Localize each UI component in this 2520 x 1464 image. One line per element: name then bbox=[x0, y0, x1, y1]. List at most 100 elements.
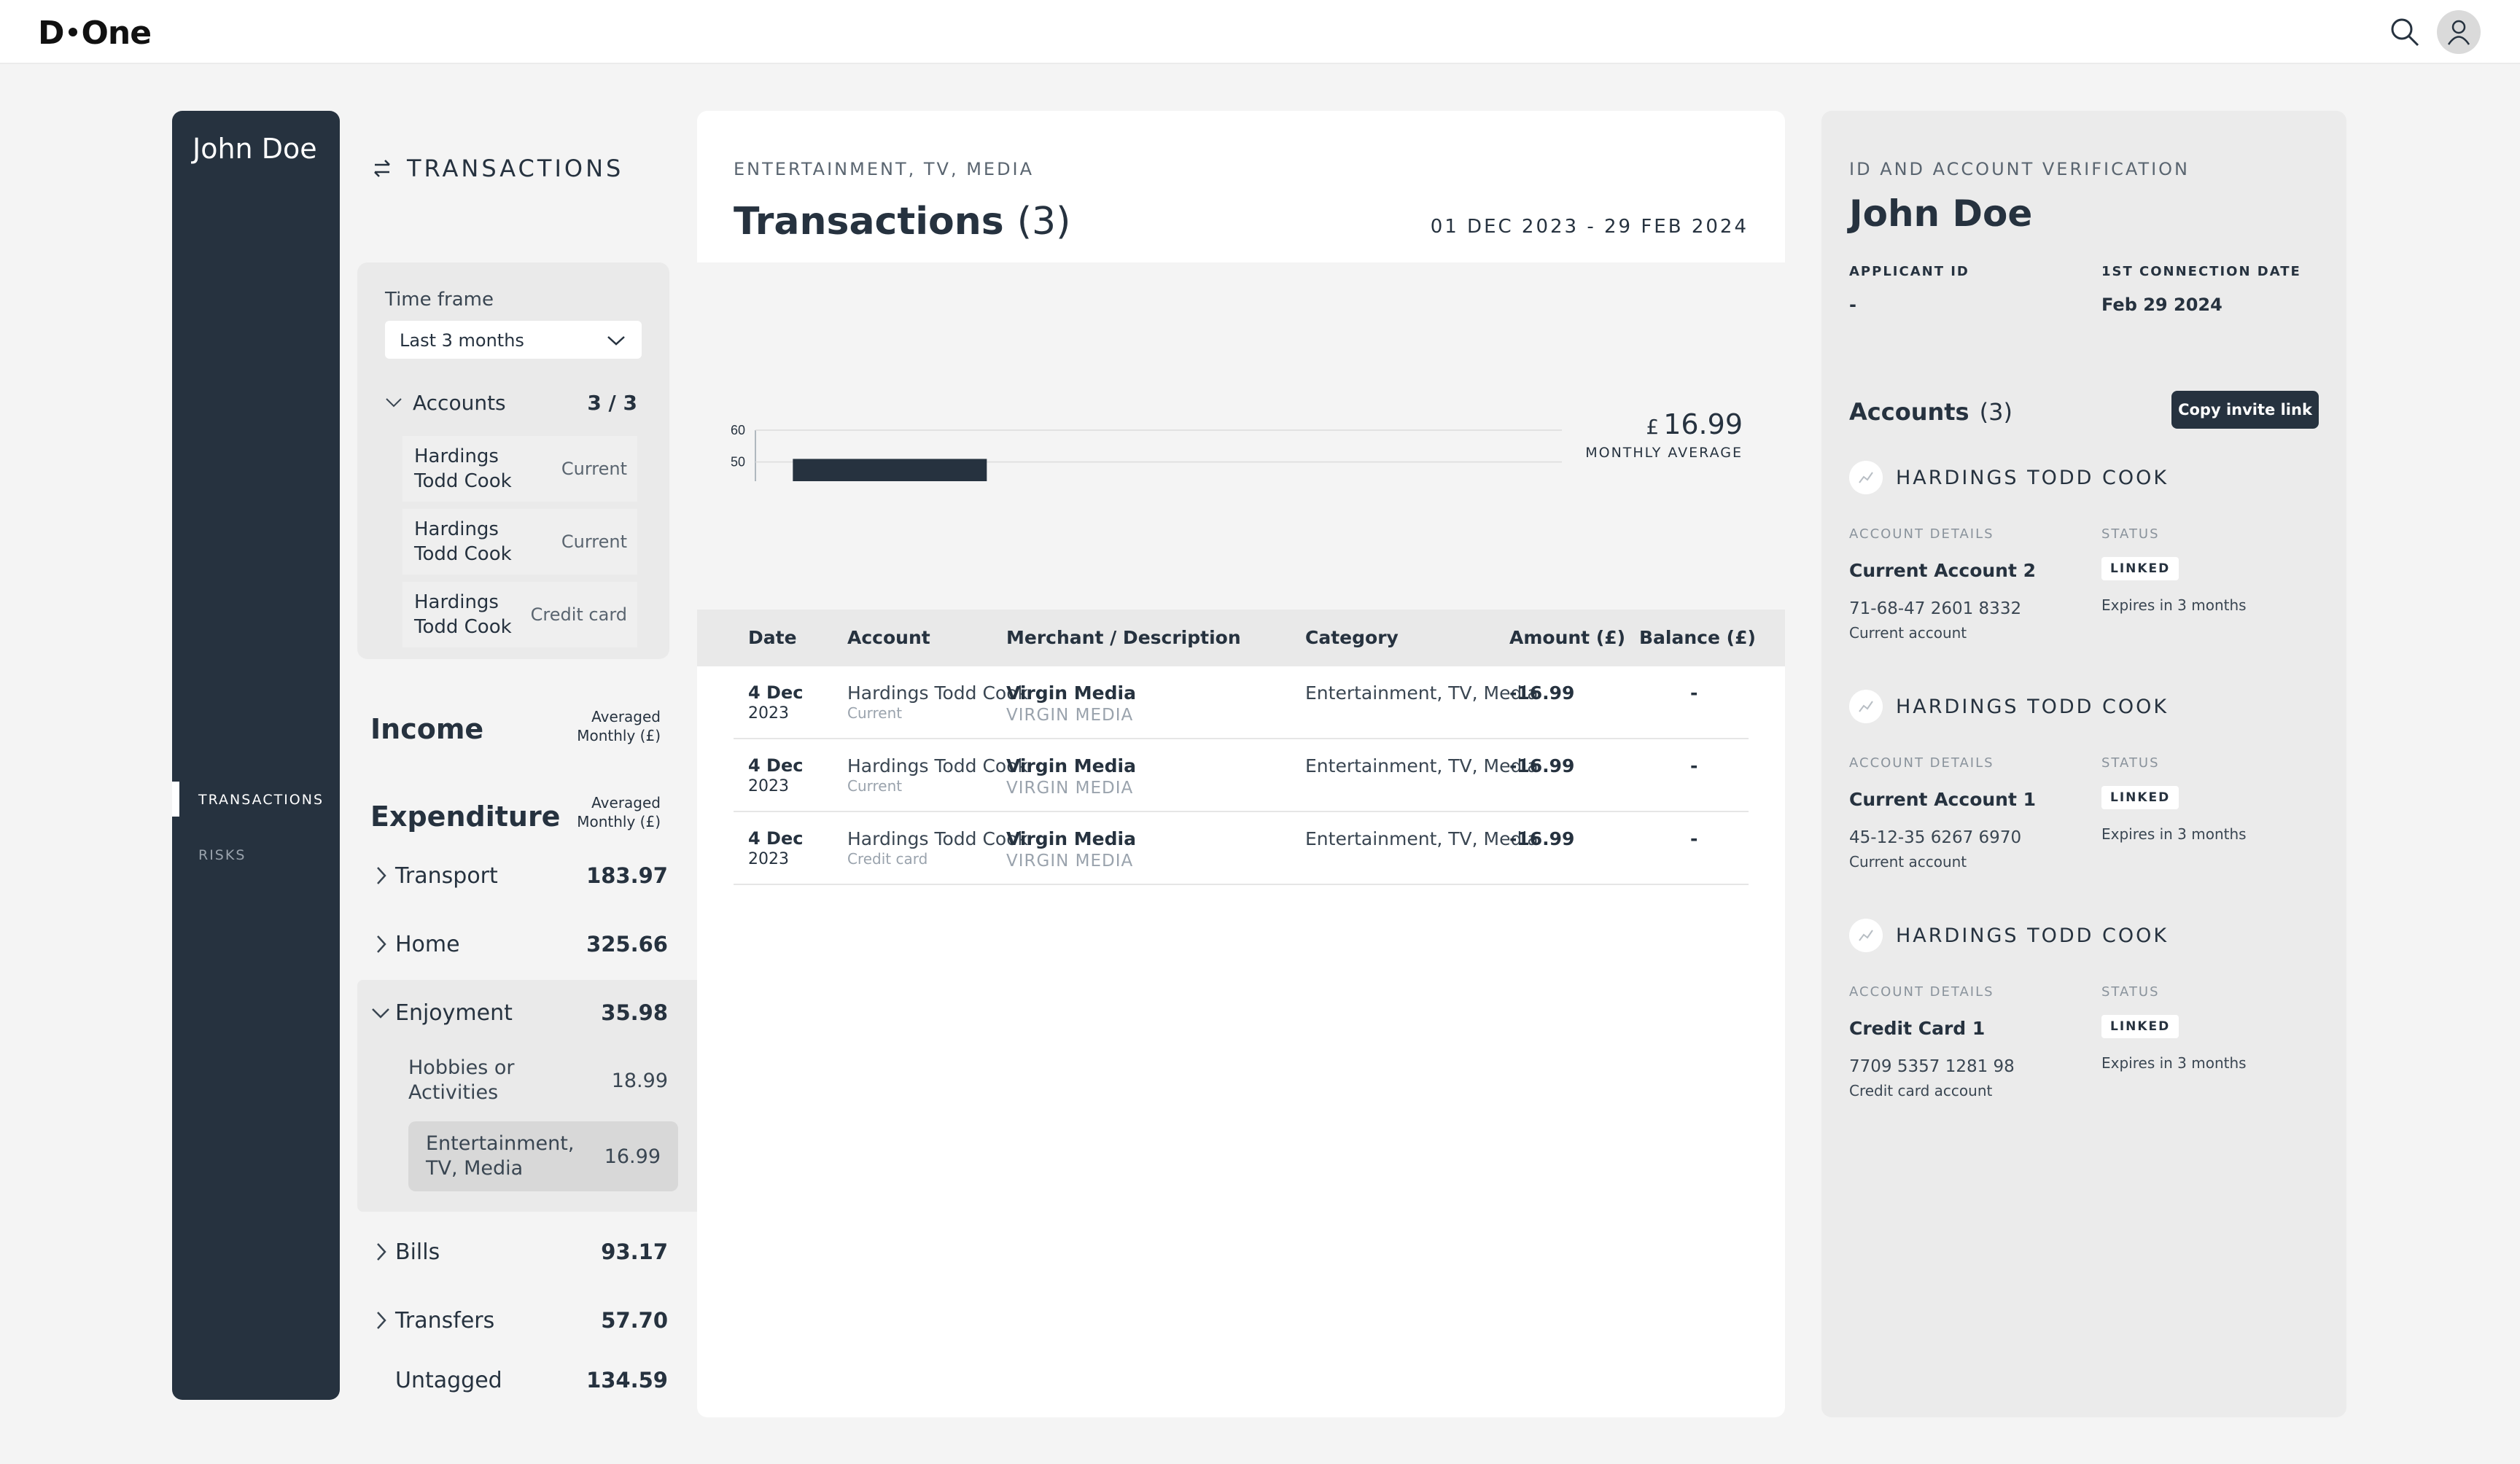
account-type: Current account bbox=[1849, 853, 1967, 871]
table-row[interactable]: 4 Dec 2023 Hardings Todd Cook Current Vi… bbox=[734, 666, 1749, 739]
transaction-count: (3) bbox=[1016, 200, 1071, 244]
table-row[interactable]: 4 Dec 2023 Hardings Todd Cook Credit car… bbox=[734, 812, 1749, 885]
bank-logo-icon bbox=[1849, 690, 1883, 723]
account-expiry: Expires in 3 months bbox=[2101, 825, 2247, 843]
subcategory-entertainment[interactable]: Entertainment, TV, Media 16.99 bbox=[408, 1121, 678, 1191]
linked-accounts-label: Accounts bbox=[1849, 398, 1969, 426]
category-home[interactable]: Home 325.66 bbox=[370, 926, 668, 962]
page-title: Transactions (3) bbox=[734, 200, 1070, 244]
bank-header: HARDINGS TODD COOK bbox=[1849, 690, 2169, 723]
row-account: Hardings Todd Cook bbox=[847, 682, 1028, 704]
chart-area: 0102030405060DecemberJanuaryFebruary £16… bbox=[697, 262, 1785, 610]
first-connection-value: Feb 29 2024 bbox=[2101, 295, 2222, 315]
bank-name: HARDINGS TODD COOK bbox=[1896, 695, 2169, 718]
chevron-right-icon bbox=[377, 1312, 386, 1329]
account-filter-item[interactable]: Hardings Todd Cook Credit card bbox=[402, 582, 637, 647]
row-year: 2023 bbox=[748, 704, 789, 723]
date-range: 01 DEC 2023 - 29 FEB 2024 bbox=[1430, 216, 1749, 238]
category-value: 93.17 bbox=[601, 1239, 668, 1264]
category-transport[interactable]: Transport 183.97 bbox=[370, 857, 668, 894]
status-label: STATUS bbox=[2101, 526, 2160, 542]
col-merchant[interactable]: Merchant / Description bbox=[1006, 627, 1241, 648]
category-enjoyment[interactable]: Enjoyment 35.98 bbox=[370, 994, 668, 1031]
linked-account-card: HARDINGS TODD COOK ACCOUNT DETAILS STATU… bbox=[1849, 690, 2320, 872]
verification-panel: ID AND ACCOUNT VERIFICATION John Doe APP… bbox=[1821, 111, 2346, 1417]
app-logo[interactable]: D One bbox=[38, 15, 152, 52]
table-row[interactable]: 4 Dec 2023 Hardings Todd Cook Current Vi… bbox=[734, 739, 1749, 812]
row-date: 4 Dec bbox=[748, 755, 804, 776]
chevron-down-icon bbox=[386, 398, 402, 408]
row-amount: -16.99 bbox=[1509, 828, 1575, 849]
account-filter-item[interactable]: Hardings Todd Cook Current bbox=[402, 509, 637, 575]
expenditure-title: Expenditure bbox=[370, 801, 561, 833]
account-filter-item[interactable]: Hardings Todd Cook Current bbox=[402, 436, 637, 502]
row-merchant: Virgin Media bbox=[1006, 828, 1136, 849]
chevron-right-icon bbox=[377, 1243, 386, 1261]
filter-heading-label: TRANSACTIONS bbox=[407, 155, 624, 182]
account-expiry: Expires in 3 months bbox=[2101, 1054, 2247, 1072]
income-avg-label: Averaged Monthly (£) bbox=[577, 708, 661, 744]
col-date[interactable]: Date bbox=[748, 627, 797, 648]
nav-item-risks[interactable]: RISKS bbox=[198, 847, 246, 863]
chevron-down-icon bbox=[372, 1008, 389, 1019]
category-label: Enjoyment bbox=[395, 1000, 513, 1026]
accounts-toggle[interactable]: Accounts 3 / 3 bbox=[385, 389, 637, 416]
col-category[interactable]: Category bbox=[1305, 627, 1399, 648]
account-details-label: ACCOUNT DETAILS bbox=[1849, 526, 1994, 542]
linked-accounts-title: Accounts (3) bbox=[1849, 398, 2012, 426]
row-balance: - bbox=[1690, 755, 1698, 776]
row-category: Entertainment, TV, Media bbox=[1305, 828, 1539, 849]
account-number: 45-12-35 6267 6970 bbox=[1849, 828, 2022, 847]
row-description: VIRGIN MEDIA bbox=[1006, 779, 1134, 798]
search-icon[interactable] bbox=[2389, 16, 2421, 48]
status-label: STATUS bbox=[2101, 984, 2160, 1000]
bank-header: HARDINGS TODD COOK bbox=[1849, 461, 2169, 494]
category-label: Untagged bbox=[395, 1367, 502, 1393]
subcategory-hobbies[interactable]: Hobbies or Activities 18.99 bbox=[408, 1056, 668, 1105]
account-expiry: Expires in 3 months bbox=[2101, 596, 2247, 614]
category-bills[interactable]: Bills 93.17 bbox=[370, 1234, 668, 1270]
timeframe-select[interactable]: Last 3 months bbox=[385, 321, 642, 359]
category-label: Bills bbox=[395, 1239, 440, 1265]
chart-bar[interactable] bbox=[793, 459, 987, 481]
category-value: 325.66 bbox=[586, 932, 668, 957]
status-badge: LINKED bbox=[2101, 1015, 2179, 1038]
user-avatar-icon[interactable] bbox=[2437, 10, 2481, 54]
copy-invite-link-button[interactable]: Copy invite link bbox=[2171, 391, 2319, 429]
expenditure-avg-label: Averaged Monthly (£) bbox=[577, 794, 661, 830]
row-description: VIRGIN MEDIA bbox=[1006, 852, 1134, 871]
col-account[interactable]: Account bbox=[847, 627, 930, 648]
timeframe-value: Last 3 months bbox=[400, 330, 524, 351]
category-value: 183.97 bbox=[586, 863, 668, 888]
account-filter-name: Hardings Todd Cook bbox=[414, 445, 512, 492]
bank-name: HARDINGS TODD COOK bbox=[1896, 466, 2169, 489]
account-name: Current Account 2 bbox=[1849, 560, 2037, 581]
linked-accounts-count: (3) bbox=[1979, 398, 2012, 426]
bank-logo-icon bbox=[1849, 461, 1883, 494]
nav-item-transactions[interactable]: TRANSACTIONS bbox=[198, 792, 324, 808]
account-details-label: ACCOUNT DETAILS bbox=[1849, 755, 1994, 771]
left-nav: John Doe TRANSACTIONS RISKS bbox=[172, 111, 340, 1400]
category-untagged[interactable]: Untagged 134.59 bbox=[370, 1362, 668, 1398]
subcategory-value: 18.99 bbox=[611, 1069, 668, 1092]
first-connection-label: 1ST CONNECTION DATE bbox=[2101, 264, 2301, 279]
breadcrumb: ENTERTAINMENT, TV, MEDIA bbox=[734, 159, 1035, 179]
row-date: 4 Dec bbox=[748, 682, 804, 703]
account-number: 7709 5357 1281 98 bbox=[1849, 1057, 2015, 1076]
category-transfers[interactable]: Transfers 57.70 bbox=[370, 1302, 668, 1339]
chevron-right-icon bbox=[377, 867, 386, 884]
subcategory-label: Hobbies or Activities bbox=[408, 1056, 515, 1104]
col-balance[interactable]: Balance (£) bbox=[1639, 627, 1756, 648]
filter-heading: TRANSACTIONS bbox=[372, 155, 623, 182]
col-amount[interactable]: Amount (£) bbox=[1509, 627, 1626, 648]
transactions-panel: ENTERTAINMENT, TV, MEDIA Transactions (3)… bbox=[697, 111, 1785, 1417]
account-details-label: ACCOUNT DETAILS bbox=[1849, 984, 1994, 1000]
category-value: 35.98 bbox=[601, 1000, 668, 1025]
table-header: Date Account Merchant / Description Cate… bbox=[697, 610, 1785, 666]
page-title-text: Transactions bbox=[734, 200, 1004, 244]
row-account-type: Current bbox=[847, 704, 903, 722]
account-type: Current account bbox=[1849, 624, 1967, 642]
subcategory-value: 16.99 bbox=[604, 1145, 661, 1168]
transfer-arrows-icon bbox=[374, 160, 390, 177]
chevron-down-icon bbox=[607, 336, 625, 346]
